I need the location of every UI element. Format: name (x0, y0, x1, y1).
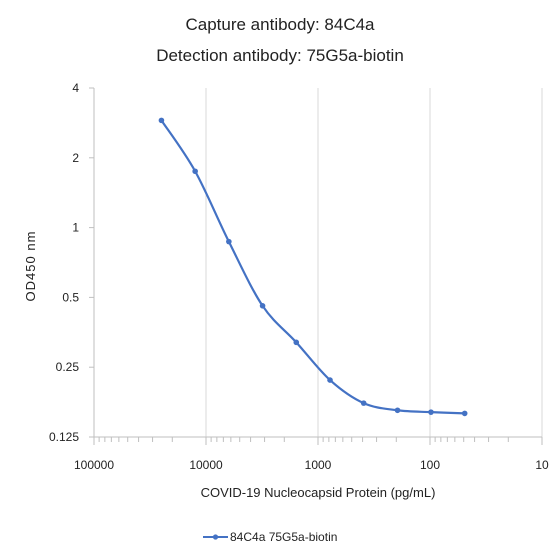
series-layer (158, 117, 468, 417)
y-tick-label: 1 (72, 221, 79, 235)
data-point (158, 117, 165, 124)
legend-label: 84C4a 75G5a-biotin (230, 530, 337, 544)
data-point (327, 377, 333, 383)
x-tick-label: 10000 (189, 458, 223, 472)
axes (89, 87, 543, 445)
x-tick-labels: 100000 10000 1000 100 10 (74, 458, 549, 472)
legend: 84C4a 75G5a-biotin (203, 530, 337, 544)
x-axis-label: COVID-19 Nucleocapsid Protein (pg/mL) (201, 485, 436, 500)
gridlines (93, 88, 543, 437)
data-point (461, 410, 468, 417)
chart-title: Capture antibody: 84C4a Detection antibo… (156, 15, 404, 65)
data-point (259, 303, 266, 309)
y-tick-label: 2 (72, 151, 79, 165)
x-tick-label: 100 (420, 458, 440, 472)
y-tick-label: 0.25 (56, 360, 80, 374)
x-tick-label: 1000 (305, 458, 332, 472)
x-tick-label: 10 (535, 458, 549, 472)
data-point (226, 238, 232, 245)
y-tick-label: 4 (72, 81, 79, 95)
chart-title-line-2: Detection antibody: 75G5a-biotin (156, 46, 404, 65)
legend-swatch-marker (212, 534, 219, 540)
data-point (394, 407, 401, 414)
data-point (293, 339, 300, 346)
data-point (192, 168, 198, 175)
data-point (360, 400, 367, 406)
x-tick-label: 100000 (74, 458, 114, 472)
y-tick-label: 0.125 (49, 430, 79, 444)
y-tick-label: 0.5 (62, 290, 79, 304)
chart-title-line-1: Capture antibody: 84C4a (185, 15, 375, 34)
y-tick-labels: 0.125 0.25 0.5 1 2 4 (49, 81, 79, 444)
series-line-0 (160, 119, 465, 415)
data-point (428, 409, 434, 415)
y-axis-label: OD450 nm (23, 231, 38, 302)
